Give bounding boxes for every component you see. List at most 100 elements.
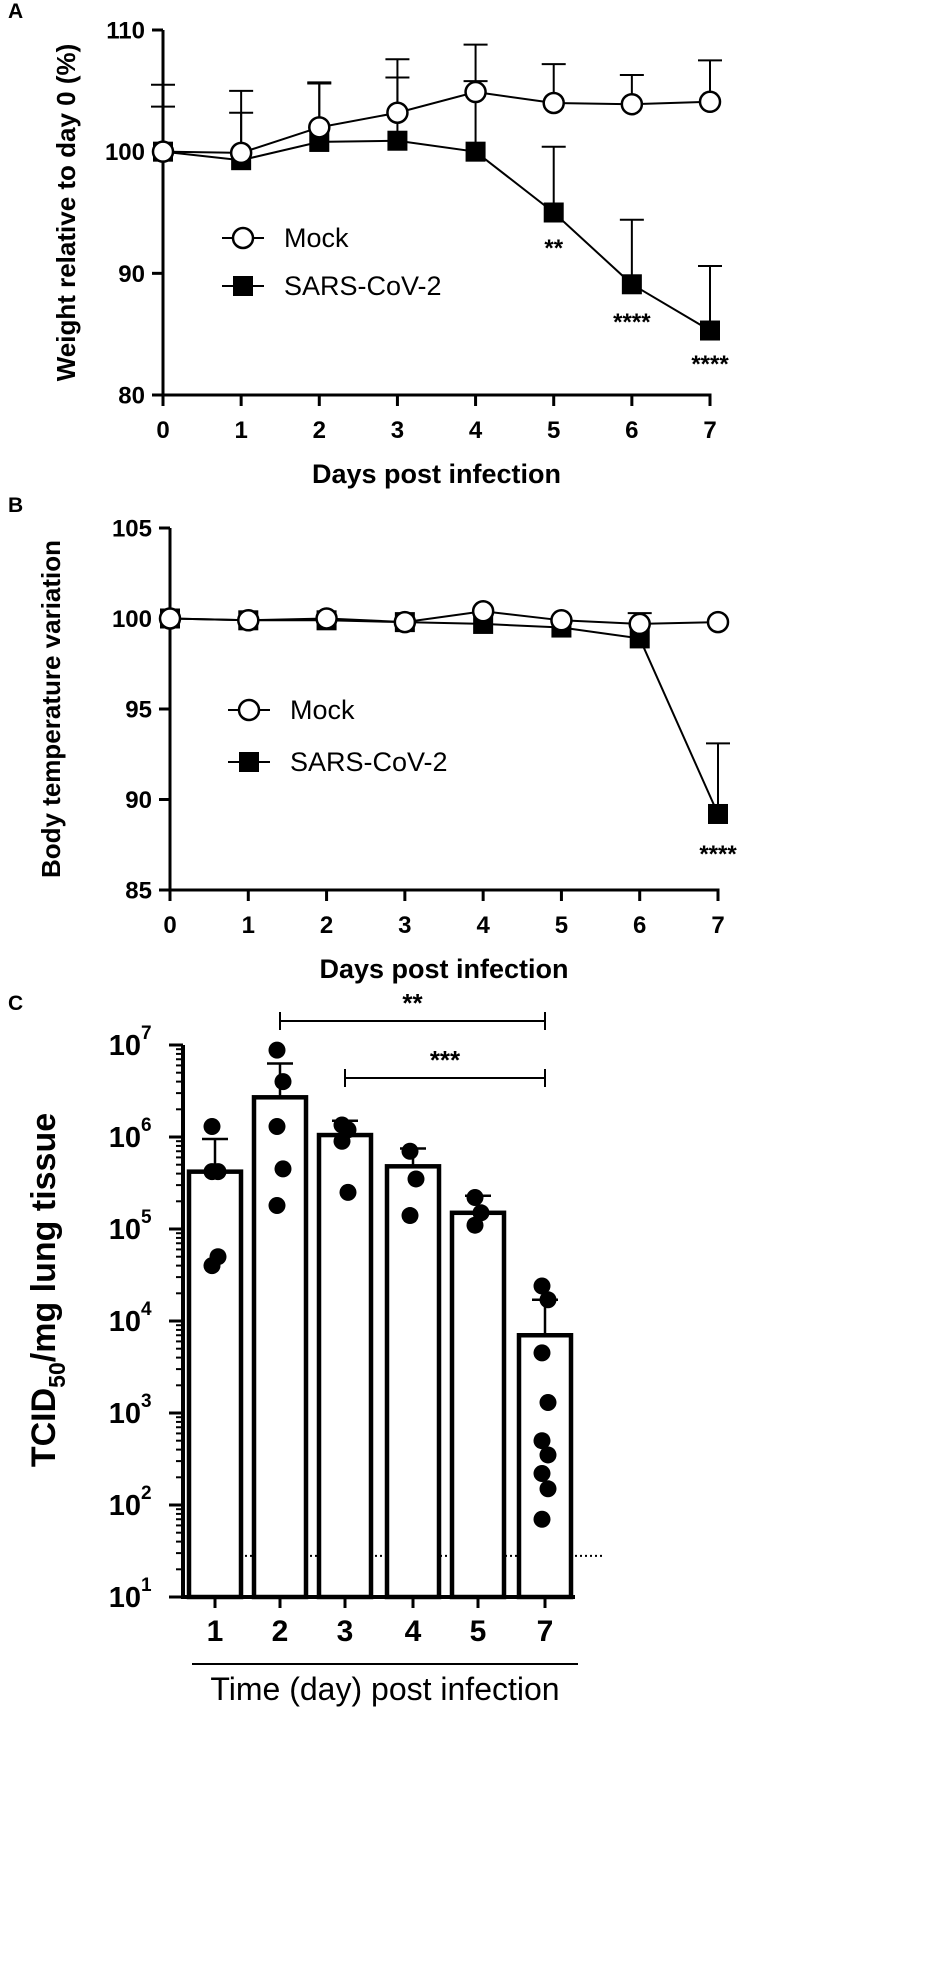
- x-tick-label: 5: [547, 417, 560, 444]
- x-tick-label: 2: [313, 417, 326, 444]
- y-tick-label: 95: [125, 697, 152, 724]
- data-point-sars-cov-2: [700, 320, 720, 341]
- y-tick-label-exponent: 6: [141, 1115, 152, 1136]
- panel-label-b: B: [8, 494, 23, 517]
- y-tick-label: 85: [125, 878, 152, 905]
- y-tick-label-exponent: 7: [141, 1023, 152, 1044]
- y-axis-title-rest: /mg lung tissue: [25, 1113, 63, 1362]
- y-tick-label-exponent: 4: [141, 1299, 152, 1320]
- data-point-mock: [471, 600, 495, 623]
- significance-label: ****: [691, 351, 729, 378]
- y-axis-title: Weight relative to day 0 (%): [51, 44, 81, 382]
- panel-label-a: A: [8, 0, 23, 23]
- data-point: [539, 1394, 557, 1412]
- x-tick-label: 4: [476, 912, 490, 939]
- data-point: [268, 1197, 286, 1215]
- series-line: [162, 91, 711, 154]
- legend-marker-sars: [239, 752, 259, 772]
- data-point-mock: [393, 610, 417, 634]
- panel-label-c: C: [8, 992, 23, 1015]
- data-point-mock: [698, 90, 722, 114]
- data-point-sars-cov-2: [387, 130, 408, 151]
- x-tick-label: 2: [320, 912, 333, 939]
- x-tick-label: 3: [398, 912, 411, 939]
- data-point: [533, 1344, 551, 1362]
- data-point: [203, 1163, 221, 1181]
- x-axis-title: Days post infection: [319, 954, 568, 984]
- bar: [449, 1210, 507, 1600]
- data-point-mock: [158, 607, 182, 630]
- data-point: [466, 1188, 484, 1206]
- data-point: [203, 1257, 221, 1275]
- data-point-sars-cov-2: [621, 274, 642, 295]
- x-tick-label: 3: [391, 417, 404, 444]
- series-line: [169, 610, 719, 625]
- x-tick-label: 7: [703, 417, 716, 444]
- x-tick-label: 1: [207, 1615, 224, 1648]
- y-tick-label: 105: [112, 516, 152, 543]
- data-point: [533, 1432, 551, 1450]
- data-point-sars-cov-2: [543, 202, 564, 223]
- x-tick-label: 3: [337, 1615, 354, 1648]
- data-point-mock: [706, 610, 730, 634]
- y-tick-label: 110: [106, 18, 145, 45]
- data-point: [407, 1170, 425, 1188]
- significance-label: ****: [613, 309, 651, 336]
- x-tick-label: 7: [711, 912, 724, 939]
- x-tick-label: 5: [470, 1615, 487, 1648]
- y-tick-label: 80: [118, 383, 145, 410]
- y-tick-label-base: 10: [109, 1306, 141, 1338]
- data-point: [539, 1446, 557, 1464]
- series-line: [162, 139, 711, 332]
- legend: Mock SARS-CoV-2: [222, 223, 442, 301]
- data-point-mock: [229, 141, 253, 165]
- data-point: [333, 1132, 351, 1150]
- y-tick-label-exponent: 1: [141, 1575, 152, 1596]
- x-tick-label: 6: [633, 912, 646, 939]
- data-point: [268, 1041, 286, 1059]
- x-tick-label: 4: [469, 417, 483, 444]
- y-axis-title: TCID50/mg lung tissue: [25, 1113, 70, 1467]
- data-point-mock: [628, 612, 651, 636]
- data-point: [268, 1118, 286, 1136]
- legend: Mock SARS-CoV-2: [228, 695, 448, 777]
- y-tick-label-exponent: 3: [141, 1391, 152, 1412]
- data-point: [533, 1510, 551, 1528]
- data-point: [203, 1118, 221, 1136]
- significance-label: **: [544, 235, 563, 262]
- data-point-mock: [151, 140, 175, 163]
- legend-label-mock: Mock: [290, 695, 355, 725]
- x-tick-label: 0: [156, 417, 169, 444]
- x-axis-title: Days post infection: [312, 459, 561, 489]
- data-point: [539, 1291, 557, 1309]
- data-point-sars-cov-2: [465, 141, 486, 162]
- y-tick-label-base: 10: [109, 1582, 141, 1614]
- legend-label-mock: Mock: [284, 223, 349, 253]
- significance-label: **: [402, 988, 423, 1018]
- x-axis-title: Time (day) post infection: [210, 1671, 559, 1707]
- x-tick-label: 6: [625, 417, 638, 444]
- y-tick-label: 100: [105, 139, 145, 166]
- y-axis-title: Body temperature variation: [36, 540, 66, 878]
- data-point: [339, 1183, 357, 1201]
- y-tick-label-base: 10: [109, 1214, 141, 1246]
- legend-marker-mock: [231, 226, 255, 250]
- panel-b: B 85 90 95 100 105 0 1 2 3 4 5 6 7 Days post infectio…: [8, 494, 737, 984]
- bar: [186, 1169, 244, 1600]
- data-point: [274, 1160, 292, 1178]
- bar: [384, 1164, 442, 1600]
- significance-bracket: ***: [344, 1045, 546, 1087]
- data-point: [533, 1464, 551, 1482]
- significance-label: ****: [699, 841, 737, 868]
- significance-bracket: **: [279, 988, 546, 1030]
- panel-a: A 80 90 100 110 0 1 2 3 4 5 6 7 Days post infection W…: [8, 0, 729, 489]
- x-tick-label: 0: [163, 912, 176, 939]
- x-tick-label: 4: [405, 1615, 422, 1648]
- data-point-mock: [237, 609, 260, 632]
- data-point: [274, 1073, 292, 1091]
- data-point: [466, 1216, 484, 1234]
- y-tick-label-exponent: 2: [141, 1483, 152, 1504]
- y-tick-label: 90: [125, 787, 152, 814]
